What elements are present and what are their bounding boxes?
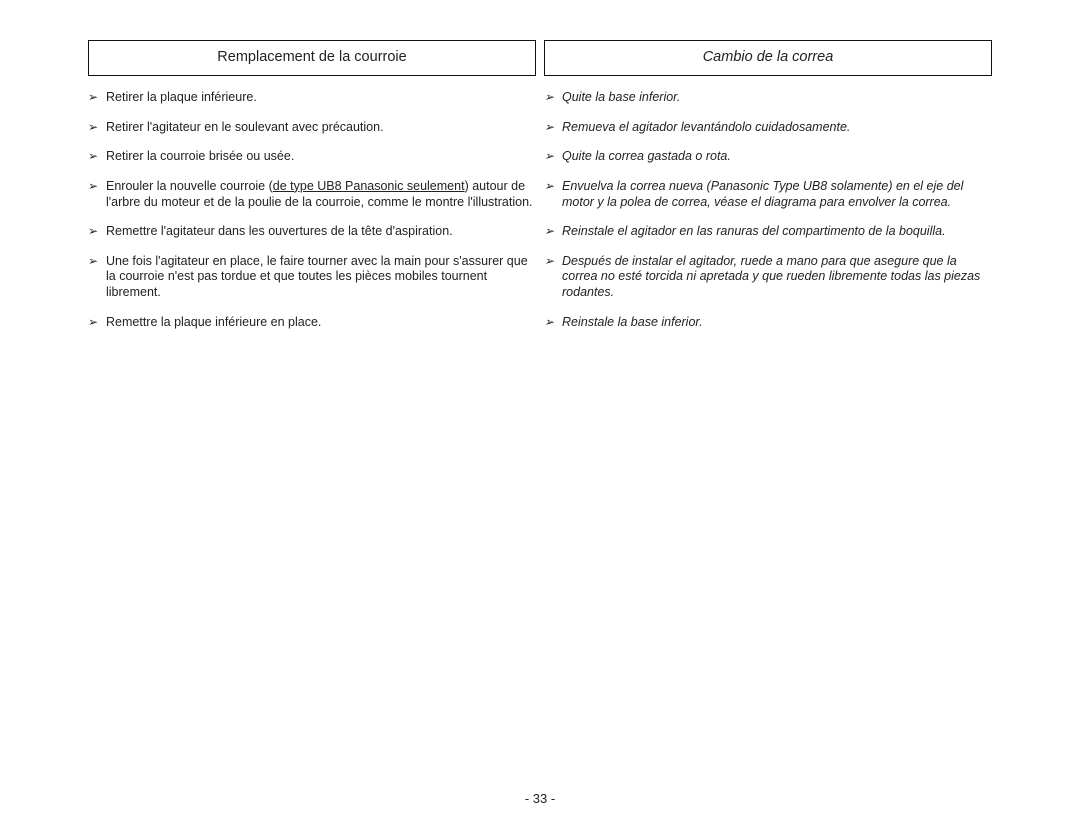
step-text-pre: Enrouler la nouvelle courroie ( <box>106 179 273 193</box>
list-item: Retirer la courroie brisée ou usée. <box>88 149 536 165</box>
step-text: Envuelva la correa nueva (Panasonic Type… <box>562 179 963 209</box>
list-item: Envuelva la correa nueva (Panasonic Type… <box>544 179 992 210</box>
step-text: Une fois l'agitateur en place, le faire … <box>106 254 528 299</box>
step-text: Remettre la plaque inférieure en place. <box>106 315 321 329</box>
step-text: Remueva el agitador levantándolo cuidado… <box>562 120 850 134</box>
step-text: Retirer la courroie brisée ou usée. <box>106 149 294 163</box>
list-item: Reinstale el agitador en las ranuras del… <box>544 224 992 240</box>
list-item: Reinstale la base inferior. <box>544 315 992 331</box>
step-text: Reinstale el agitador en las ranuras del… <box>562 224 946 238</box>
right-heading: Cambio de la correa <box>544 40 992 76</box>
left-steps-list: Retirer la plaque inférieure. Retirer l'… <box>88 90 536 330</box>
list-item: Retirer l'agitateur en le soulevant avec… <box>88 120 536 136</box>
step-text: Después de instalar el agitador, ruede a… <box>562 254 980 299</box>
list-item: Remettre l'agitateur dans les ouvertures… <box>88 224 536 240</box>
step-text: Retirer l'agitateur en le soulevant avec… <box>106 120 384 134</box>
list-item: Remettre la plaque inférieure en place. <box>88 315 536 331</box>
columns-wrapper: Remplacement de la courroie Retirer la p… <box>88 40 992 344</box>
step-text: Reinstale la base inferior. <box>562 315 703 329</box>
list-item: Retirer la plaque inférieure. <box>88 90 536 106</box>
manual-page: Remplacement de la courroie Retirer la p… <box>0 0 1080 834</box>
list-item: Enrouler la nouvelle courroie (de type U… <box>88 179 536 210</box>
list-item: Quite la base inferior. <box>544 90 992 106</box>
list-item: Une fois l'agitateur en place, le faire … <box>88 254 536 301</box>
step-text: Retirer la plaque inférieure. <box>106 90 257 104</box>
step-text: Remettre l'agitateur dans les ouvertures… <box>106 224 453 238</box>
left-column: Remplacement de la courroie Retirer la p… <box>88 40 536 344</box>
left-heading: Remplacement de la courroie <box>88 40 536 76</box>
step-text-underlined: de type UB8 Panasonic seulement <box>273 179 465 193</box>
page-number: - 33 - <box>0 791 1080 806</box>
list-item: Remueva el agitador levantándolo cuidado… <box>544 120 992 136</box>
right-steps-list: Quite la base inferior. Remueva el agita… <box>544 90 992 330</box>
list-item: Después de instalar el agitador, ruede a… <box>544 254 992 301</box>
step-text: Quite la correa gastada o rota. <box>562 149 731 163</box>
step-text: Quite la base inferior. <box>562 90 680 104</box>
list-item: Quite la correa gastada o rota. <box>544 149 992 165</box>
right-column: Cambio de la correa Quite la base inferi… <box>544 40 992 344</box>
